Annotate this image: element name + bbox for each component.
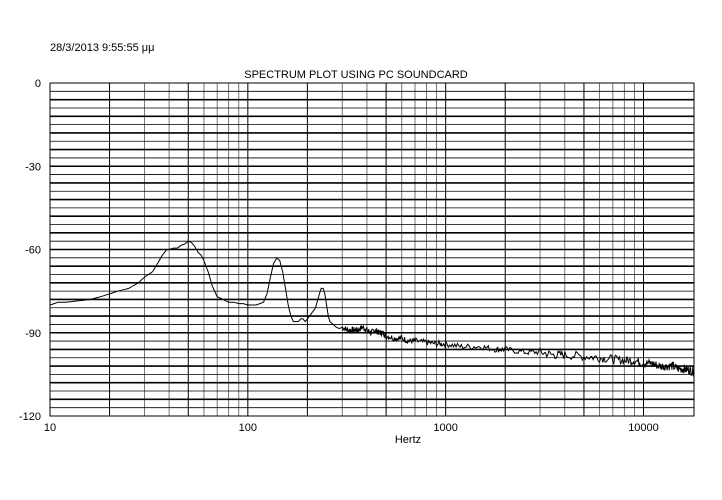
x-axis-tick-labels: 10 100 1000 10000 <box>44 422 659 434</box>
major-gridlines <box>49 83 694 416</box>
x-tick-label: 10 <box>44 422 56 434</box>
x-tick-label: 100 <box>239 422 257 434</box>
chart-title: SPECTRUM PLOT USING PC SOUNDCARD <box>244 69 468 81</box>
x-tick-label: 1000 <box>433 422 457 434</box>
x-tick-label: 10000 <box>628 422 659 434</box>
y-tick-label: -60 <box>25 245 41 257</box>
y-axis-tick-labels: 0 -30 -60 -90 -120 <box>19 78 41 423</box>
series-line-0 <box>49 240 695 377</box>
x-axis-label: Hertz <box>395 434 421 446</box>
series-layer <box>49 240 695 377</box>
y-tick-label: -120 <box>19 411 41 423</box>
y-tick-label: 0 <box>35 78 41 90</box>
plot-frame <box>49 82 695 417</box>
y-tick-label: -30 <box>25 161 41 173</box>
timestamp-label: 28/3/2013 9:55:55 μμ <box>50 42 154 54</box>
y-tick-label: -90 <box>25 328 41 340</box>
